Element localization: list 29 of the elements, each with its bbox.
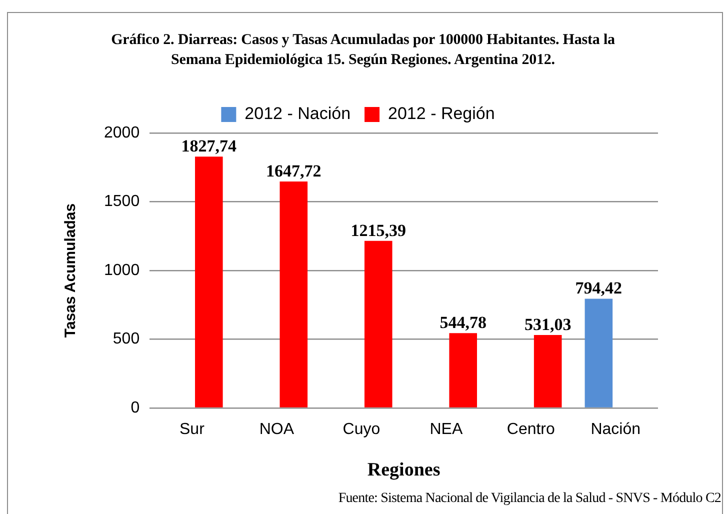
data-label: 1647,72 — [266, 161, 322, 180]
x-tick-label: Centro — [506, 421, 556, 438]
data-label: 531,03 — [524, 314, 572, 334]
bar — [534, 334, 562, 408]
x-tick-label: NEA — [430, 421, 463, 438]
bar — [280, 181, 308, 408]
data-label: 544,78 — [440, 312, 486, 332]
x-tick-label: Cuyo — [342, 421, 380, 438]
legend-label: 2012 - Nación — [244, 104, 351, 124]
x-tick-label: NOA — [259, 421, 294, 438]
x-tick-label: Sur — [180, 421, 206, 438]
x-axis-title: Regiones — [367, 460, 440, 481]
chart-title: Gráfico 2. Diarreas: Casos y Tasas Acumuladas por 100000 Habitantes. Hasta la Semana Epidemiológica 15. Según Regiones. Argentina 2012. — [110, 31, 616, 70]
y-tick-label: 2000 — [104, 124, 140, 142]
source-note: Fuente: Sistema Nacional de Vigilancia de la Salud - SNVS - Módulo C2 — [338, 491, 721, 507]
bar — [584, 298, 613, 408]
y-tick-label: 1000 — [104, 262, 140, 279]
data-label: 1827,74 — [181, 136, 238, 156]
y-tick-label: 500 — [112, 330, 140, 348]
y-tick-label: 1500 — [104, 193, 140, 210]
data-label: 794,42 — [575, 278, 622, 298]
data-label: 1215,39 — [350, 220, 406, 240]
legend-label: 2012 - Región — [388, 104, 495, 124]
bar — [364, 240, 392, 408]
x-tick-label: Nación — [590, 421, 641, 438]
bar — [195, 156, 223, 408]
y-axis-title: Tasas Acumuladas — [62, 203, 80, 338]
bar — [449, 333, 478, 408]
y-tick-label: 0 — [130, 399, 140, 416]
